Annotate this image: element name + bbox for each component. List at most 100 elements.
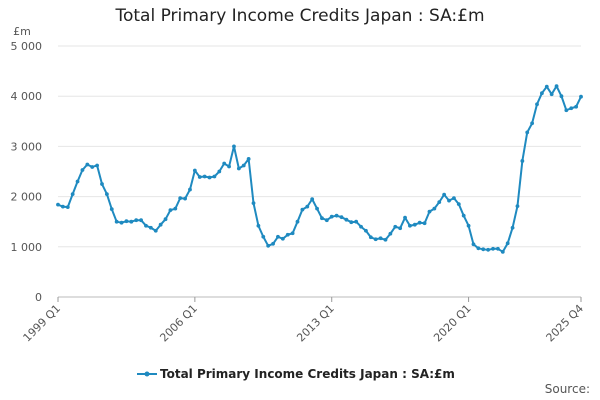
data-point[interactable] (305, 204, 310, 209)
data-point[interactable] (173, 206, 178, 211)
data-point[interactable] (280, 236, 285, 241)
data-point[interactable] (134, 218, 139, 223)
data-point[interactable] (442, 192, 447, 197)
data-point[interactable] (324, 218, 329, 223)
data-point[interactable] (344, 217, 349, 222)
data-point[interactable] (144, 223, 148, 228)
data-point[interactable] (290, 231, 295, 236)
data-point[interactable] (271, 241, 275, 246)
data-point[interactable] (447, 198, 451, 203)
data-point[interactable] (544, 84, 549, 89)
data-point[interactable] (373, 237, 378, 242)
data-point[interactable] (241, 163, 246, 168)
data-point[interactable] (403, 215, 407, 220)
data-point[interactable] (75, 179, 80, 184)
data-point[interactable] (505, 241, 510, 246)
data-point[interactable] (559, 94, 564, 99)
data-point[interactable] (432, 206, 437, 211)
data-point[interactable] (437, 200, 442, 205)
data-point[interactable] (486, 247, 491, 252)
data-point[interactable] (535, 102, 539, 107)
data-point[interactable] (188, 187, 192, 192)
data-point[interactable] (510, 225, 515, 230)
data-point[interactable] (476, 246, 481, 251)
data-point[interactable] (100, 182, 104, 186)
data-point[interactable] (540, 91, 544, 96)
data-point[interactable] (398, 226, 403, 231)
data-point[interactable] (315, 206, 319, 211)
data-point[interactable] (148, 225, 153, 230)
data-point[interactable] (364, 228, 368, 233)
data-point[interactable] (500, 249, 505, 254)
data-point[interactable] (139, 218, 143, 223)
data-point[interactable] (574, 104, 579, 109)
data-point[interactable] (197, 175, 202, 179)
data-point[interactable] (310, 197, 315, 202)
data-point[interactable] (192, 168, 197, 173)
data-point[interactable] (276, 234, 280, 239)
data-point[interactable] (163, 217, 168, 222)
data-point[interactable] (452, 196, 456, 201)
data-point[interactable] (212, 174, 217, 179)
data-point[interactable] (549, 92, 554, 97)
data-point[interactable] (65, 205, 70, 210)
data-point[interactable] (236, 166, 241, 171)
data-point[interactable] (227, 164, 231, 169)
data-point[interactable] (564, 108, 569, 113)
data-point[interactable] (119, 220, 124, 225)
data-point[interactable] (329, 214, 334, 219)
data-point[interactable] (368, 235, 373, 240)
data-point[interactable] (378, 236, 383, 241)
data-point[interactable] (349, 220, 354, 225)
data-point[interactable] (217, 169, 222, 174)
data-point[interactable] (183, 196, 187, 201)
data-point[interactable] (222, 161, 227, 166)
data-point[interactable] (530, 121, 535, 126)
series-line[interactable] (57, 85, 582, 253)
data-point[interactable] (246, 157, 251, 161)
data-point[interactable] (153, 228, 158, 233)
data-point[interactable] (251, 201, 256, 206)
data-point[interactable] (295, 219, 300, 224)
data-point[interactable] (422, 221, 427, 226)
data-point[interactable] (56, 202, 60, 207)
data-point[interactable] (129, 219, 134, 224)
data-point[interactable] (456, 202, 461, 207)
data-point[interactable] (300, 207, 305, 212)
data-point[interactable] (109, 207, 114, 212)
data-point[interactable] (232, 144, 236, 149)
data-point[interactable] (339, 215, 344, 220)
data-point[interactable] (471, 242, 476, 247)
data-point[interactable] (95, 163, 99, 168)
data-point[interactable] (85, 162, 90, 167)
data-point[interactable] (427, 209, 432, 214)
data-point[interactable] (525, 130, 530, 135)
data-point[interactable] (393, 224, 398, 229)
data-point[interactable] (496, 246, 500, 251)
data-point[interactable] (417, 220, 422, 225)
data-point[interactable] (354, 219, 359, 224)
data-point[interactable] (158, 222, 163, 227)
data-point[interactable] (408, 223, 412, 228)
data-point[interactable] (515, 204, 520, 209)
data-point[interactable] (114, 219, 119, 224)
data-point[interactable] (266, 243, 271, 248)
legend[interactable]: Total Primary Income Credits Japan : SA:… (137, 367, 455, 381)
data-point[interactable] (207, 175, 212, 180)
data-point[interactable] (320, 216, 324, 221)
data-point[interactable] (178, 196, 183, 201)
data-point[interactable] (334, 213, 339, 218)
data-point[interactable] (383, 237, 388, 242)
data-point[interactable] (520, 159, 525, 163)
data-point[interactable] (388, 231, 393, 236)
data-point[interactable] (261, 234, 266, 239)
data-point[interactable] (70, 192, 75, 196)
data-point[interactable] (466, 223, 471, 228)
data-point[interactable] (554, 84, 559, 89)
data-point[interactable] (80, 168, 85, 172)
data-point[interactable] (124, 219, 129, 224)
data-point[interactable] (60, 204, 65, 209)
data-point[interactable] (491, 246, 495, 251)
data-point[interactable] (90, 165, 95, 169)
data-point[interactable] (285, 232, 290, 237)
